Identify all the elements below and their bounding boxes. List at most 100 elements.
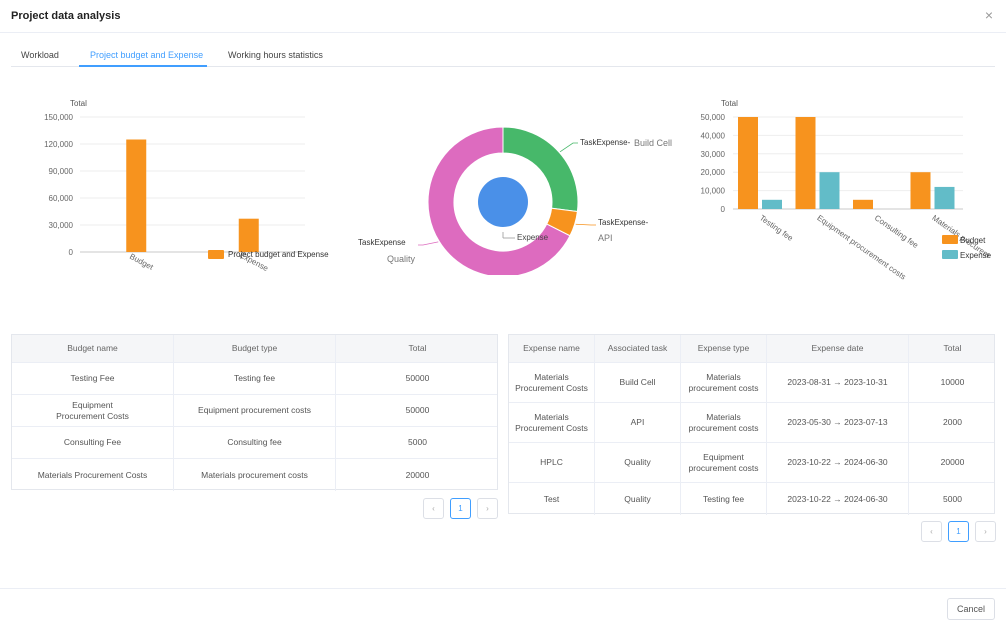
- y-axis-label: Total: [70, 99, 87, 108]
- budget-type-cell: Equipment procurement costs: [174, 395, 336, 426]
- associated-task-cell: API: [595, 403, 681, 442]
- leader-line: [418, 241, 439, 246]
- x-tick-label: Consulting fee: [873, 213, 921, 250]
- table-header-row: Budget name Budget type Total: [12, 335, 497, 363]
- column-header: Total: [408, 343, 427, 354]
- associated-task-cell: Build Cell: [595, 363, 681, 402]
- expense-type-cell: Materials procurement costs: [681, 363, 767, 402]
- donut-slice: [427, 126, 571, 275]
- y-tick-label: 30,000: [49, 221, 74, 230]
- budget-name-cell: Testing Fee: [12, 363, 174, 394]
- column-header: Expense date: [767, 335, 909, 362]
- slice-label: TaskExpense-: [580, 138, 631, 147]
- expense-name-cell: Materials Procurement Costs: [509, 403, 595, 442]
- bar-expense: [762, 199, 782, 209]
- modal-title: Project data analysis: [11, 10, 121, 22]
- expense-date-cell: 2023-10-22 → 2024-06-30: [767, 483, 909, 515]
- tab-bar: Workload Project budget and Expense Work…: [11, 48, 995, 67]
- column-header: Total: [943, 343, 962, 354]
- budget-table: Budget name Budget type Total Testing Fe…: [11, 334, 498, 491]
- legend-label: Budget: [960, 236, 986, 245]
- y-tick-label: 0: [69, 248, 74, 257]
- bar-expense: [934, 186, 955, 209]
- budget-name-cell: Materials Procurement Costs: [12, 459, 174, 491]
- bar-budget: [795, 117, 816, 209]
- budget-name-cell: Consulting Fee: [12, 427, 174, 458]
- associated-task-cell: Quality: [595, 483, 681, 515]
- expense-date-cell: 2023-08-31 → 2023-10-31: [767, 363, 909, 402]
- task-expense-donut-chart: Expense TaskExpense- Build Cell TaskExpense…: [358, 126, 672, 275]
- legend-label: Expense: [960, 251, 992, 260]
- y-tick-label: 20,000: [701, 168, 726, 177]
- expense-name-cell: Test: [509, 483, 595, 515]
- table-row: Testing Fee Testing fee 50000: [12, 363, 497, 395]
- total-cell: 50000: [405, 405, 430, 416]
- bar-budget: [853, 199, 873, 209]
- x-tick-label: Budget: [128, 252, 155, 272]
- total-cell: 20000: [405, 469, 430, 480]
- expense-table-pagination: ‹ 1 ›: [921, 521, 996, 542]
- y-tick-label: 90,000: [49, 167, 74, 176]
- slice-label: Quality: [387, 254, 416, 264]
- next-page-button[interactable]: ›: [477, 498, 498, 519]
- column-header: Budget name: [12, 335, 174, 362]
- total-cell: 10000: [940, 377, 965, 388]
- legend-swatch: [942, 235, 958, 244]
- modal-footer: Cancel: [0, 588, 1006, 625]
- y-tick-label: 10,000: [701, 187, 726, 196]
- total-cell: 20000: [940, 457, 965, 468]
- total-cell: 5000: [408, 437, 427, 448]
- y-tick-label: 50,000: [701, 113, 726, 122]
- expense-table: Expense name Associated task Expense typ…: [508, 334, 995, 515]
- budget-type-cell: Materials procurement costs: [174, 459, 336, 491]
- tab-project-budget-and-expense[interactable]: Project budget and Expense: [90, 50, 204, 60]
- prev-page-button[interactable]: ‹: [423, 498, 444, 519]
- slice-label: Build Cell: [634, 138, 672, 148]
- active-tab-indicator: [79, 65, 207, 67]
- inner-expense-circle: [478, 177, 528, 227]
- page-number-button[interactable]: 1: [948, 521, 969, 542]
- y-tick-label: 40,000: [701, 131, 726, 140]
- prev-page-button[interactable]: ‹: [921, 521, 942, 542]
- tab-working-hours-statistics[interactable]: Working hours statistics: [228, 50, 323, 60]
- close-icon[interactable]: ×: [984, 7, 994, 23]
- expense-date-cell: 2023-05-30 → 2023-07-13: [767, 403, 909, 442]
- leader-line: [559, 142, 578, 153]
- bar-budget: [910, 172, 931, 209]
- column-header: Budget type: [174, 335, 336, 362]
- bar-budget: [126, 139, 147, 252]
- budget-type-cell: Testing fee: [174, 363, 336, 394]
- legend-swatch: [942, 250, 958, 259]
- column-header: Expense type: [681, 335, 767, 362]
- y-tick-label: 120,000: [44, 140, 73, 149]
- table-row: Materials Procurement Costs API Material…: [509, 403, 994, 443]
- budget-expense-by-type-chart: Total 50,000 40,000 30,000 20,000 10,000 0 Tes…: [701, 99, 992, 282]
- bar-budget: [738, 117, 758, 209]
- cancel-button[interactable]: Cancel: [947, 598, 995, 620]
- slice-label: API: [598, 233, 613, 243]
- budget-name-cell: Equipment Procurement Costs: [12, 395, 174, 426]
- total-cell: 50000: [405, 373, 430, 384]
- slice-label: TaskExpense: [358, 238, 406, 247]
- y-tick-label: 60,000: [49, 194, 74, 203]
- expense-name-cell: HPLC: [509, 443, 595, 482]
- associated-task-cell: Quality: [595, 443, 681, 482]
- tab-workload[interactable]: Workload: [21, 50, 59, 60]
- bar-expense: [819, 172, 840, 209]
- y-tick-label: 30,000: [701, 150, 726, 159]
- y-tick-label: 0: [721, 205, 726, 214]
- x-tick-label: Testing fee: [758, 213, 795, 243]
- bar-expense: [238, 218, 259, 252]
- table-row: HPLC Quality Equipment procurement costs…: [509, 443, 994, 483]
- table-row: Consulting Fee Consulting fee 5000: [12, 427, 497, 459]
- legend-swatch: [208, 250, 224, 259]
- expense-date-cell: 2023-10-22 → 2024-06-30: [767, 443, 909, 482]
- table-row: Materials Procurement Costs Materials pr…: [12, 459, 497, 491]
- total-cell: 5000: [943, 493, 962, 504]
- page-number-button[interactable]: 1: [450, 498, 471, 519]
- table-row: Equipment Procurement Costs Equipment pr…: [12, 395, 497, 427]
- inner-label: Expense: [517, 233, 549, 242]
- total-cell: 2000: [943, 417, 962, 428]
- modal-header: Project data analysis ×: [0, 0, 1006, 33]
- next-page-button[interactable]: ›: [975, 521, 996, 542]
